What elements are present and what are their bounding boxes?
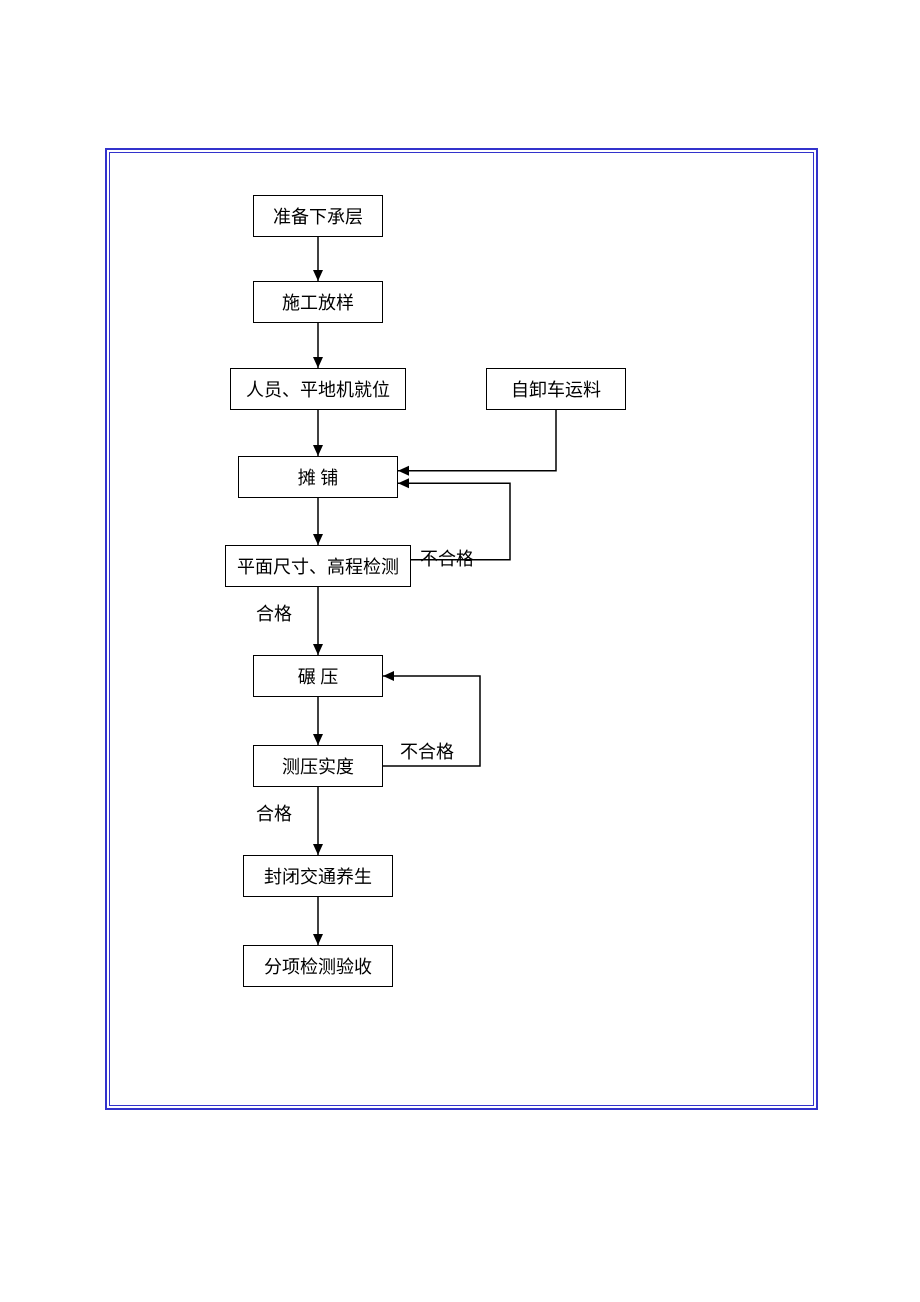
flow-edges-layer [0,0,920,1302]
flowchart-stage: 准备下承层施工放样人员、平地机就位自卸车运料摊 铺平面尺寸、高程检测碾 压测压实… [0,0,920,1302]
